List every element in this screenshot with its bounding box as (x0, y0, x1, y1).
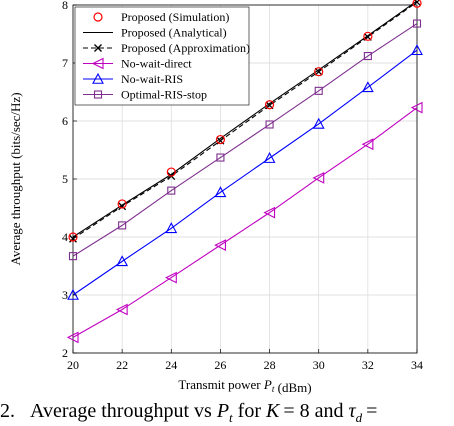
caption-text: Average throughput vs Pt for K = 8 and τ… (20, 400, 378, 425)
y-tick-label: 7 (62, 56, 68, 70)
series-line (72, 49, 418, 296)
series-line (72, 1, 418, 240)
y-tick-label: 6 (62, 114, 68, 128)
data-point (264, 100, 275, 110)
data-point (412, 19, 422, 28)
data-point (263, 151, 276, 163)
data-point (166, 167, 176, 177)
series-optimal-ris-stop (68, 19, 422, 261)
legend-marker (91, 57, 104, 70)
series-proposed-analytical (72, 0, 418, 238)
legend-item: Proposed (Analytical) (83, 26, 227, 40)
data-point (118, 221, 127, 230)
y-axis-label: Average throughput (bits/sec/Hz) (8, 92, 23, 265)
data-point (312, 171, 325, 184)
y-tick-label: 4 (62, 230, 68, 244)
legend-item: No-wait-direct (83, 57, 192, 71)
data-point (116, 255, 129, 267)
data-point (117, 199, 127, 209)
data-point (214, 239, 226, 252)
y-tick-label: 2 (62, 346, 68, 360)
x-tick-label: 20 (67, 358, 79, 372)
x-tick-label: 22 (116, 358, 128, 372)
data-point (314, 67, 323, 76)
data-point (67, 288, 79, 300)
series-no-wait-ris (67, 44, 423, 300)
x-tick-label: 26 (214, 358, 226, 372)
series-line (72, 0, 418, 238)
y-tick-label: 5 (62, 172, 68, 186)
legend-item: Proposed (Approximation) (83, 41, 250, 55)
legend-label: Proposed (Approximation) (121, 41, 250, 55)
data-point (363, 51, 372, 61)
legend-box (74, 6, 250, 106)
legend-item: Optimal-RIS-stop (83, 88, 207, 102)
series-line (72, 107, 418, 338)
data-point (363, 31, 373, 41)
caption-prefix: 2. (0, 400, 15, 422)
y-axis-ticks: 2 3 4 5 6 7 8 (62, 0, 77, 360)
legend-label: No-wait-direct (121, 57, 192, 71)
data-point (66, 331, 79, 344)
legend-marker (94, 44, 102, 52)
data-point (314, 86, 323, 95)
x-tick-label: 28 (264, 358, 276, 372)
data-point (312, 117, 325, 129)
data-point (69, 234, 77, 243)
legend-marker (93, 12, 103, 22)
data-point (68, 252, 78, 261)
data-point (215, 134, 226, 145)
x-tick-label: 30 (313, 358, 325, 372)
data-point (314, 67, 324, 77)
x-axis-label: Transmit power Pt (dBm) (178, 377, 311, 395)
data-point (214, 186, 227, 198)
legend-label: Proposed (Simulation) (121, 10, 229, 24)
y-tick-label: 8 (62, 0, 68, 12)
legend-item: Proposed (Simulation) (93, 10, 229, 24)
x-tick-label: 32 (362, 358, 374, 372)
data-point (263, 206, 276, 219)
series-proposed-simulation (68, 0, 422, 242)
data-point (265, 120, 274, 129)
x-tick-label: 24 (165, 358, 177, 372)
data-point (167, 186, 176, 195)
series-no-wait-direct (66, 101, 423, 344)
data-point (361, 138, 374, 151)
legend-marker (93, 90, 103, 99)
y-tick-label: 3 (62, 288, 68, 302)
data-point (216, 153, 225, 162)
data-point (118, 202, 127, 211)
data-point (413, 0, 421, 7)
data-point (411, 44, 423, 56)
x-tick-label: 34 (411, 358, 423, 372)
legend-item: No-wait-RIS (83, 72, 183, 86)
figure-caption: 2. Average throughput vs Pt for K = 8 an… (0, 397, 454, 426)
x-axis-ticks: 20 22 24 26 28 30 32 34 (67, 349, 423, 372)
series-layer (66, 0, 423, 344)
legend-label: No-wait-RIS (121, 72, 183, 86)
legend-label: Proposed (Analytical) (121, 26, 227, 40)
data-point (115, 303, 128, 316)
legend: Proposed (Simulation) Proposed (Analytica… (74, 6, 250, 106)
data-point (412, 0, 422, 8)
data-point (361, 81, 374, 93)
data-point (165, 222, 178, 234)
legend-marker (92, 72, 104, 84)
legend-label: Optimal-RIS-stop (121, 88, 207, 102)
series-line (72, 23, 418, 257)
data-point (165, 271, 177, 284)
data-point (410, 101, 423, 114)
